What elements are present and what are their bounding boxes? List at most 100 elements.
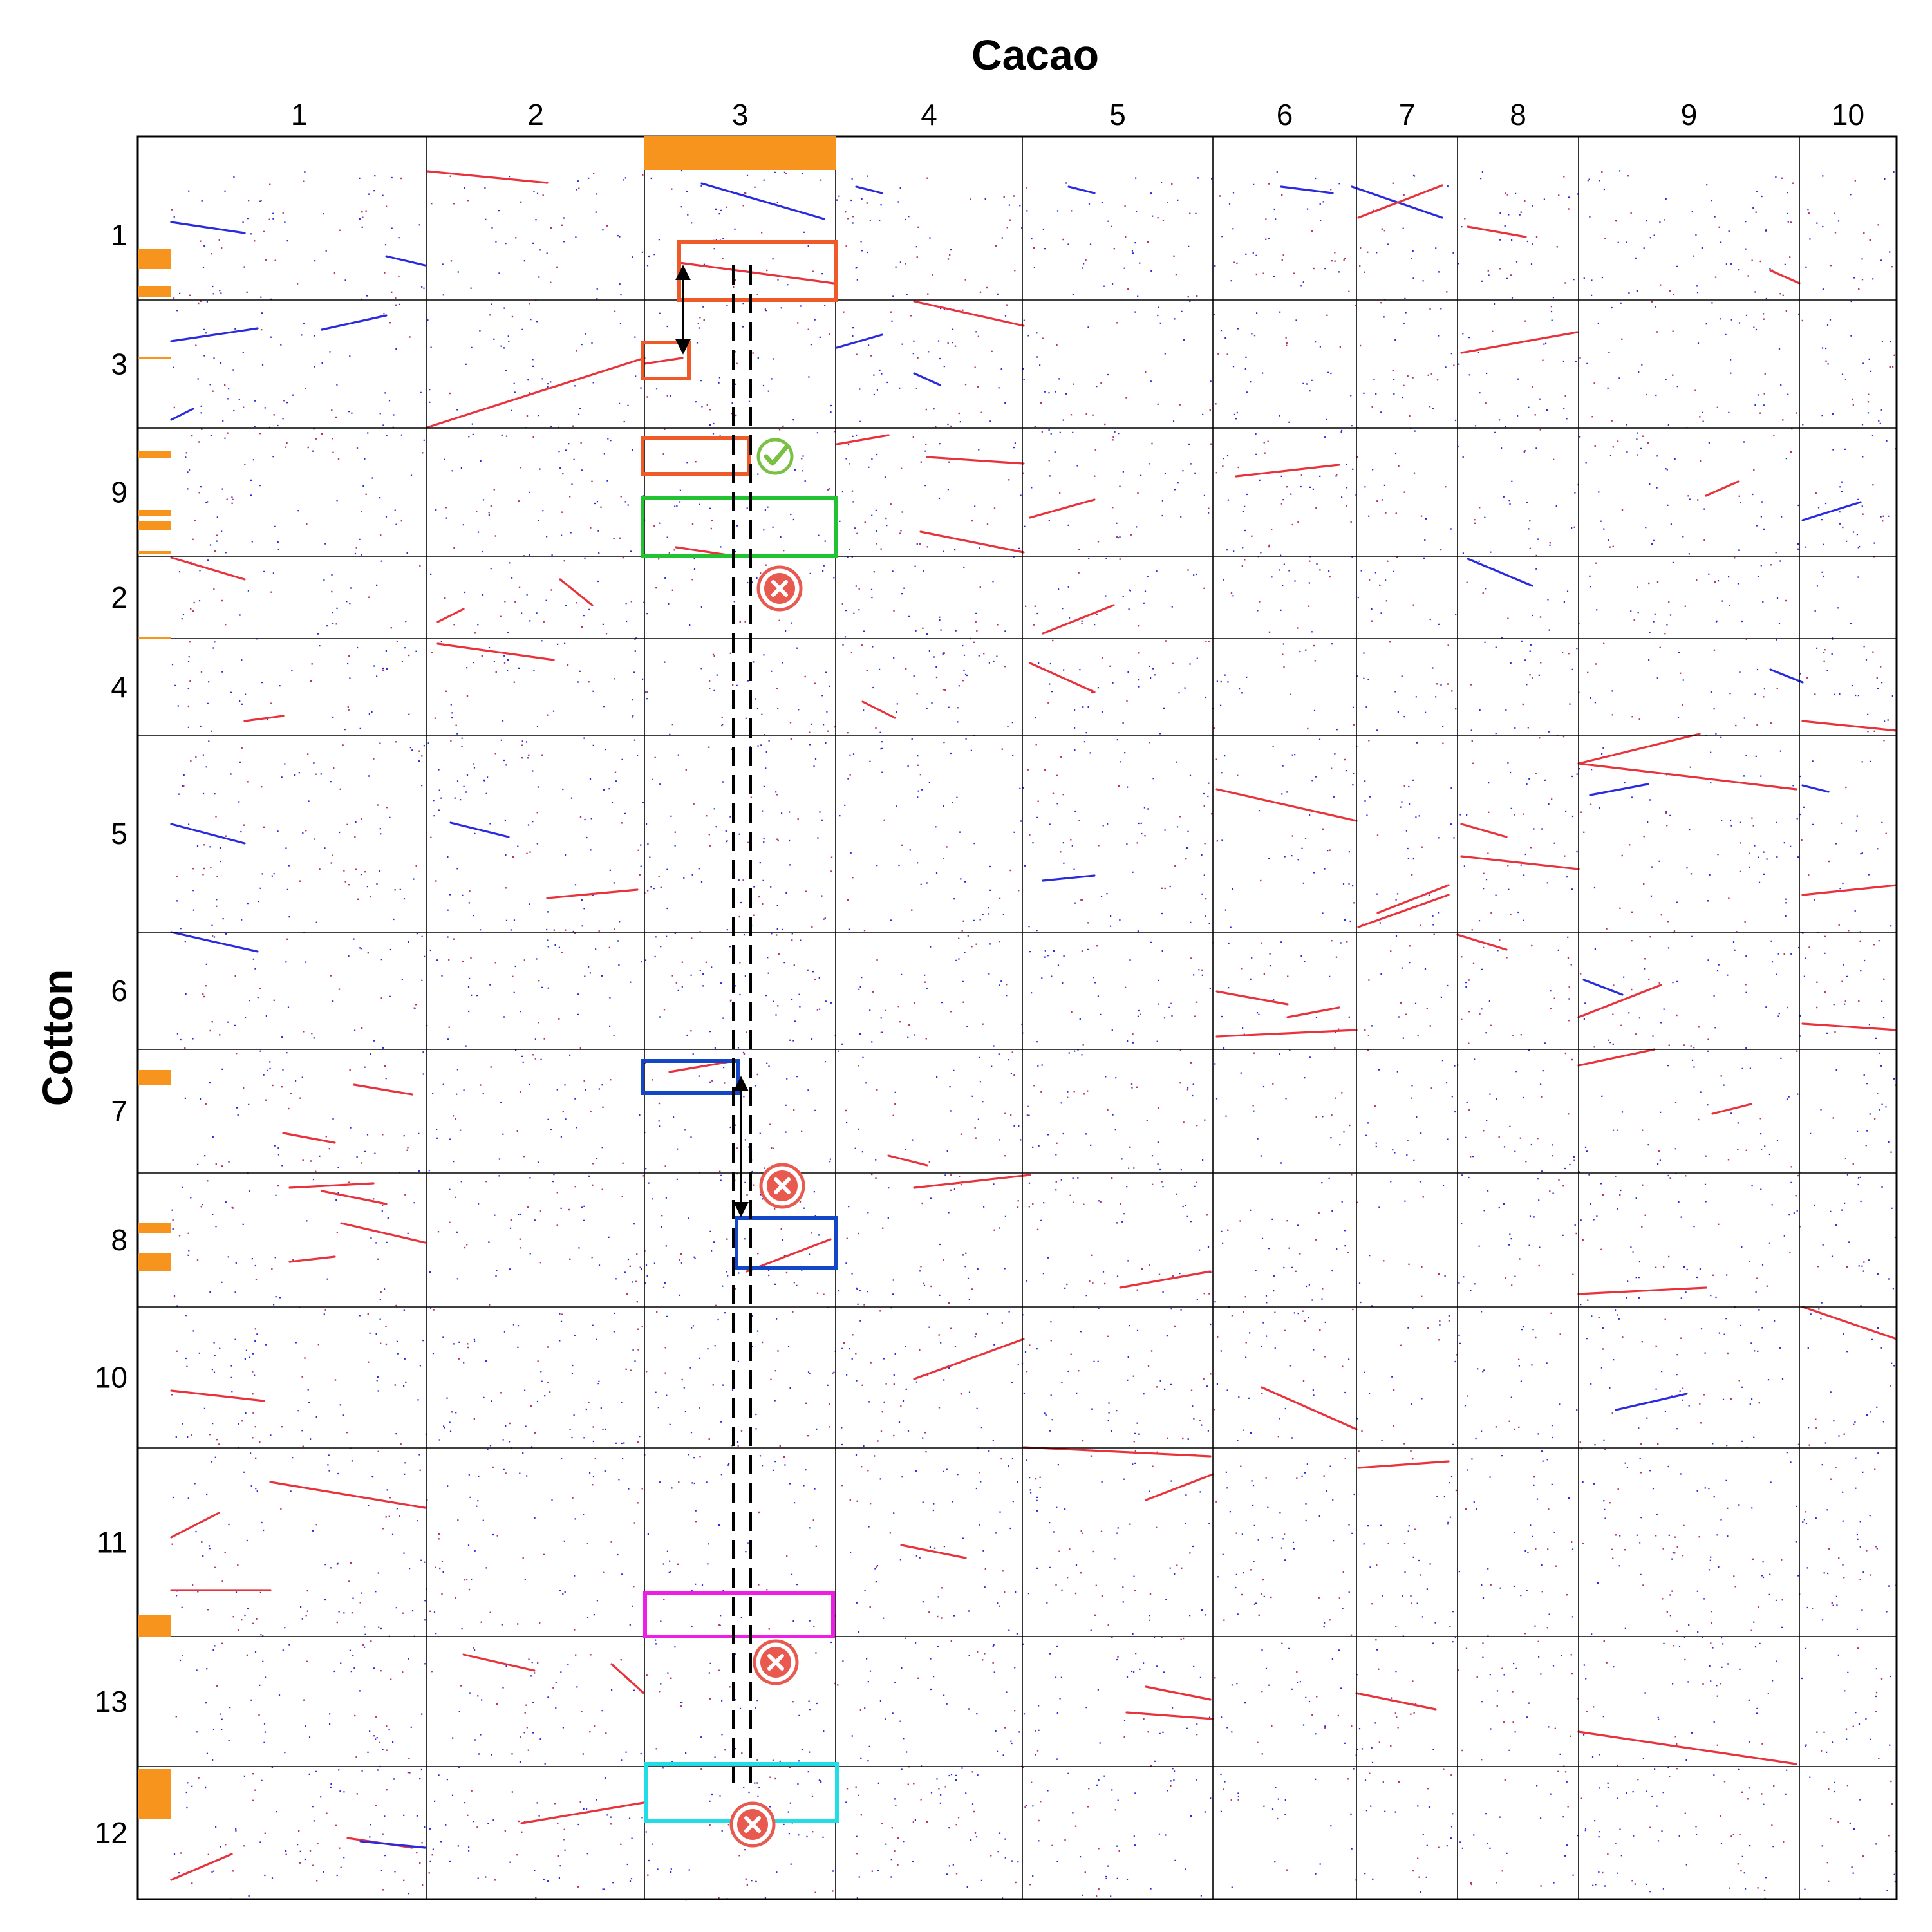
synteny-segment	[1215, 788, 1358, 822]
synteny-segment	[1460, 823, 1508, 838]
synteny-segment	[170, 556, 246, 581]
synteny-segment	[913, 372, 941, 386]
synteny-segment	[836, 333, 883, 349]
highlight-bar	[138, 1769, 171, 1819]
cross-icon	[759, 1163, 805, 1209]
synteny-segment	[170, 408, 194, 421]
cacao-chromosome-label: 4	[921, 98, 937, 131]
cotton-chromosome-label: 2	[111, 581, 127, 614]
cacao-chromosome-label: 10	[1832, 98, 1864, 131]
highlight-bar	[138, 510, 171, 516]
highlight-bar	[138, 637, 171, 639]
synteny-segment	[546, 888, 639, 899]
synteny-segment	[170, 931, 259, 953]
synteny-segment	[1769, 269, 1801, 285]
highlight-bar	[138, 521, 171, 530]
cotton-chromosome-label: 13	[95, 1685, 127, 1718]
synteny-segment	[1261, 1386, 1358, 1430]
cotton-chromosome-label: 1	[111, 218, 127, 252]
highlight-bar	[138, 249, 171, 269]
highlight-box-magenta	[643, 1591, 835, 1638]
cacao-chromosome-label: 5	[1109, 98, 1126, 131]
synteny-segment	[353, 1083, 413, 1096]
synteny-segment	[678, 261, 835, 285]
red-dot-layer	[171, 171, 1898, 1900]
synteny-segment	[1215, 1029, 1358, 1038]
cotton-chromosome-label: 4	[111, 670, 127, 704]
cotton-chromosome-label: 8	[111, 1223, 127, 1257]
synteny-segment	[1357, 894, 1450, 928]
synteny-segment	[1357, 1460, 1450, 1469]
highlight-box-blue	[735, 1216, 838, 1270]
synteny-segment	[559, 578, 594, 606]
synteny-segment	[1355, 1692, 1437, 1711]
synteny-segment	[170, 221, 246, 234]
synteny-segment	[1357, 184, 1443, 219]
synteny-segment	[1145, 1685, 1212, 1701]
synteny-segment	[449, 821, 510, 838]
cotton-chromosome-label: 10	[95, 1361, 127, 1394]
synteny-segment	[170, 327, 259, 342]
synteny-segment	[170, 823, 246, 845]
synteny-segment	[436, 608, 465, 623]
synteny-segment	[288, 1182, 375, 1189]
synteny-segment	[919, 530, 1025, 554]
check-icon	[756, 438, 794, 475]
synteny-segment	[282, 1132, 336, 1144]
highlight-box-blue	[641, 1059, 740, 1095]
synteny-segment	[321, 314, 388, 331]
cross-icon	[756, 565, 803, 612]
cotton-chromosome-label: 11	[97, 1526, 127, 1559]
synteny-segment	[1235, 464, 1340, 478]
highlight-bar	[138, 451, 171, 458]
highlight-box-orange	[641, 341, 691, 380]
highlight-bar	[138, 551, 171, 554]
highlight-bar	[138, 1223, 171, 1233]
synteny-segment	[520, 1801, 645, 1824]
synteny-segment	[643, 357, 684, 365]
synteny-segment	[1705, 480, 1740, 497]
synteny-segment	[426, 357, 646, 429]
synteny-segment	[1577, 1730, 1797, 1765]
synteny-segment	[170, 1853, 233, 1881]
cross-icon	[729, 1801, 776, 1848]
cacao-chromosome-label: 7	[1399, 98, 1416, 131]
synteny-segment	[1577, 1286, 1707, 1295]
highlight-bar	[138, 1253, 171, 1271]
cotton-chromosome-label: 3	[111, 348, 127, 381]
highlight-box-green	[641, 496, 838, 558]
annotation-layer	[641, 240, 839, 1848]
synteny-segment	[1460, 331, 1579, 354]
synteny-segment	[913, 1338, 1025, 1380]
synteny-segment	[1467, 225, 1527, 238]
synteny-segment	[1467, 558, 1533, 587]
synteny-segment	[1460, 855, 1580, 870]
synteny-segment	[1615, 1393, 1688, 1411]
synteny-segment	[1577, 984, 1662, 1018]
cacao-chromosome-labels: 1 2 3 4 5 6 7 8 9 10	[291, 98, 1864, 131]
synteny-segment	[1801, 1306, 1898, 1340]
plot-frame	[136, 135, 1898, 1900]
highlight-bar	[644, 136, 836, 170]
synteny-segment-layer	[170, 170, 1898, 1881]
synteny-segment	[913, 300, 1025, 327]
synteny-segment	[855, 185, 883, 194]
blue-dot-layer	[171, 170, 1898, 1901]
synteny-segment	[1119, 1270, 1212, 1289]
synteny-segment	[269, 1481, 426, 1509]
synteny-segment	[321, 1190, 388, 1205]
synteny-segment	[887, 1154, 928, 1167]
synteny-segment	[913, 1174, 1031, 1189]
synteny-segment	[1577, 1048, 1656, 1067]
synteny-segment	[1577, 733, 1701, 765]
synteny-segment	[1376, 884, 1450, 914]
synteny-segment	[746, 1238, 832, 1273]
cotton-chromosome-label: 5	[111, 817, 127, 850]
synteny-segment	[436, 642, 555, 661]
synteny-segment	[243, 715, 285, 722]
synteny-segment	[1801, 884, 1898, 896]
cross-icon	[753, 1639, 799, 1685]
synteny-segment	[1067, 185, 1096, 194]
synteny-segment	[1801, 784, 1830, 793]
